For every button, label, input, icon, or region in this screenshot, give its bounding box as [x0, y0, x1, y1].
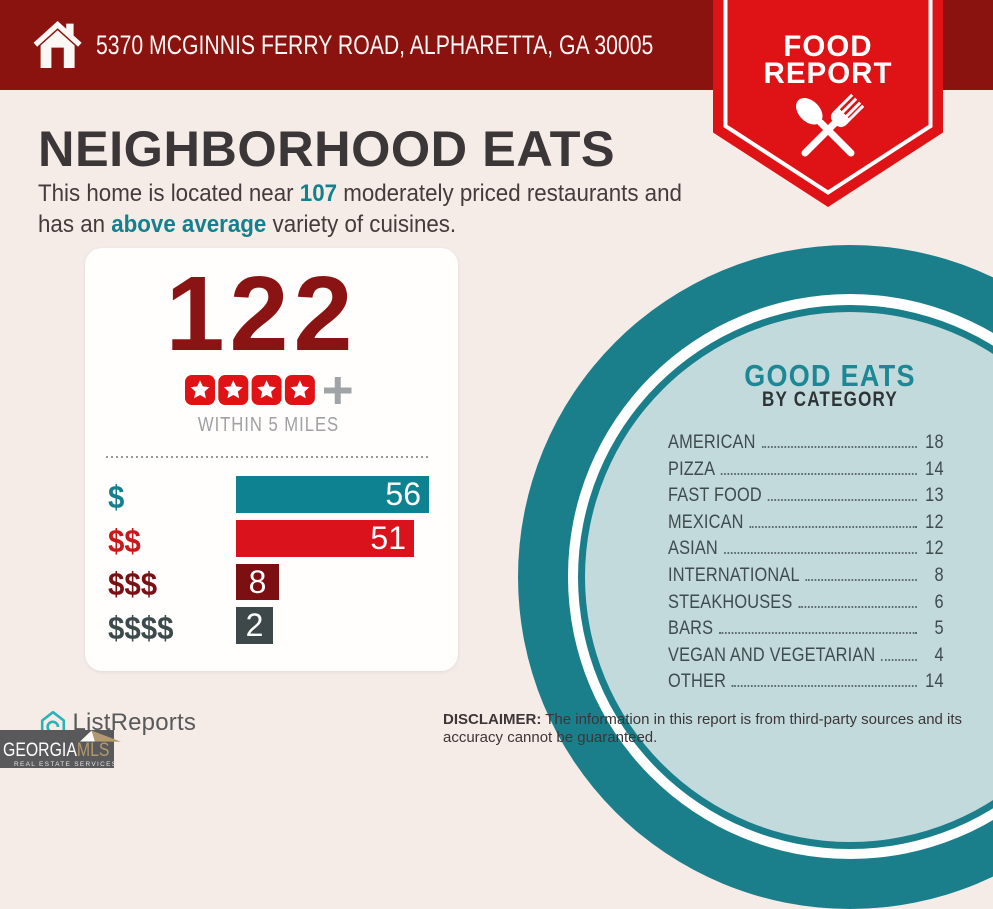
svg-text:REPORT: REPORT	[764, 57, 893, 90]
svg-text:FOOD: FOOD	[783, 30, 872, 63]
